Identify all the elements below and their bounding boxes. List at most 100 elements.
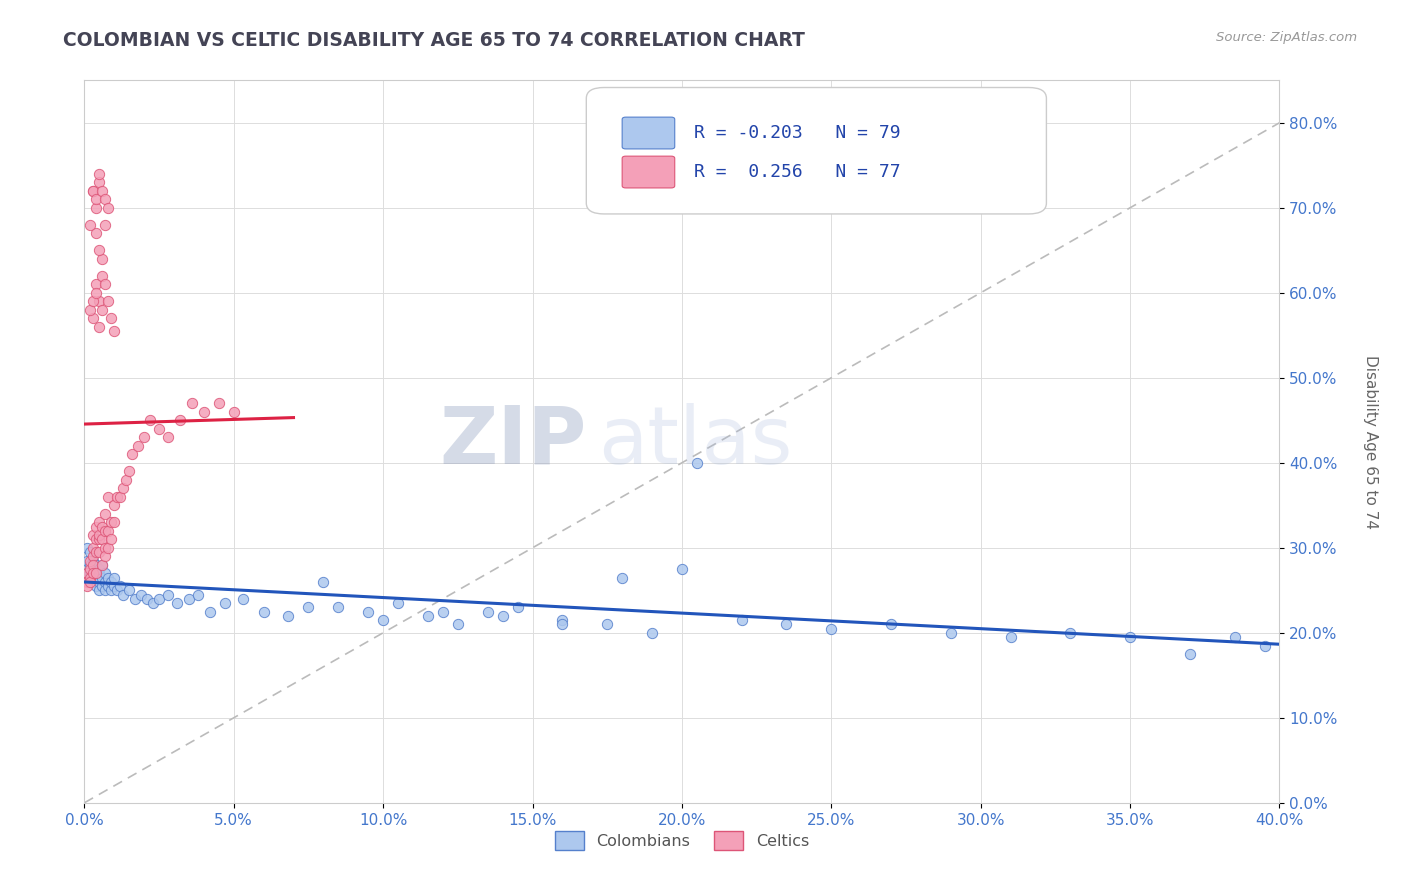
Point [82,558,104,572]
Point [82,562,104,576]
Point [97,570,120,584]
Point [416,608,439,623]
Point [94,218,117,232]
Point [775,617,797,632]
Point [94,583,117,598]
Point [79,218,101,232]
Point [232,591,254,606]
FancyBboxPatch shape [623,117,675,149]
FancyBboxPatch shape [623,156,675,188]
Point [79,558,101,572]
Point [97,524,120,538]
Point [91,558,114,572]
Point [89,244,111,258]
Point [118,583,141,598]
Point [297,600,319,615]
Point [89,533,111,547]
Point [79,566,101,581]
Point [1059,625,1081,640]
Point [103,324,125,338]
Point [214,596,236,610]
Point [312,574,335,589]
Point [100,516,122,530]
Text: COLOMBIAN VS CELTIC DISABILITY AGE 65 TO 74 CORRELATION CHART: COLOMBIAN VS CELTIC DISABILITY AGE 65 TO… [63,31,806,50]
Point [139,413,162,427]
Point [94,277,117,292]
Point [89,562,111,576]
Point [82,553,104,567]
Point [731,613,754,627]
Point [86,227,108,241]
Point [76,574,98,589]
Text: atlas: atlas [599,402,793,481]
Point [277,608,299,623]
Point [91,570,114,584]
Point [89,528,111,542]
Point [157,588,180,602]
Point [89,319,111,334]
Point [103,579,125,593]
Point [148,591,170,606]
Point [91,533,114,547]
Point [86,566,108,581]
Text: ZIP: ZIP [439,402,586,481]
Point [94,524,117,538]
Point [551,617,574,632]
Point [169,413,191,427]
Point [492,608,515,623]
Point [91,558,114,572]
Point [76,579,98,593]
Point [208,396,231,410]
Point [76,566,98,581]
Point [1178,647,1201,661]
Point [686,456,709,470]
Point [112,588,135,602]
Point [94,507,117,521]
Point [166,596,188,610]
Point [82,574,104,589]
Point [82,570,104,584]
Point [193,405,215,419]
Point [110,490,132,504]
Point [86,570,108,584]
Point [82,184,104,198]
Point [82,294,104,309]
Point [79,570,101,584]
Point [880,617,903,632]
Point [97,294,120,309]
Point [132,430,156,444]
Point [86,519,108,533]
Point [91,252,114,266]
Point [105,583,128,598]
Point [121,447,143,461]
Point [79,562,101,576]
Point [115,473,138,487]
Point [86,277,108,292]
Point [477,605,499,619]
Point [86,566,108,581]
Point [82,311,104,326]
Point [86,545,108,559]
Point [1000,630,1022,644]
Point [91,519,114,533]
Point [177,591,200,606]
Point [671,562,693,576]
Point [103,516,125,530]
Point [357,605,380,619]
Point [596,617,619,632]
Point [1119,630,1142,644]
Point [641,625,664,640]
Point [551,613,574,627]
Point [91,302,114,317]
Point [939,625,962,640]
Point [820,622,842,636]
Point [148,422,170,436]
Point [100,583,122,598]
Point [97,490,120,504]
Point [89,583,111,598]
Point [94,192,117,206]
Point [82,528,104,542]
Point [79,302,101,317]
Point [76,541,98,555]
Point [105,490,128,504]
